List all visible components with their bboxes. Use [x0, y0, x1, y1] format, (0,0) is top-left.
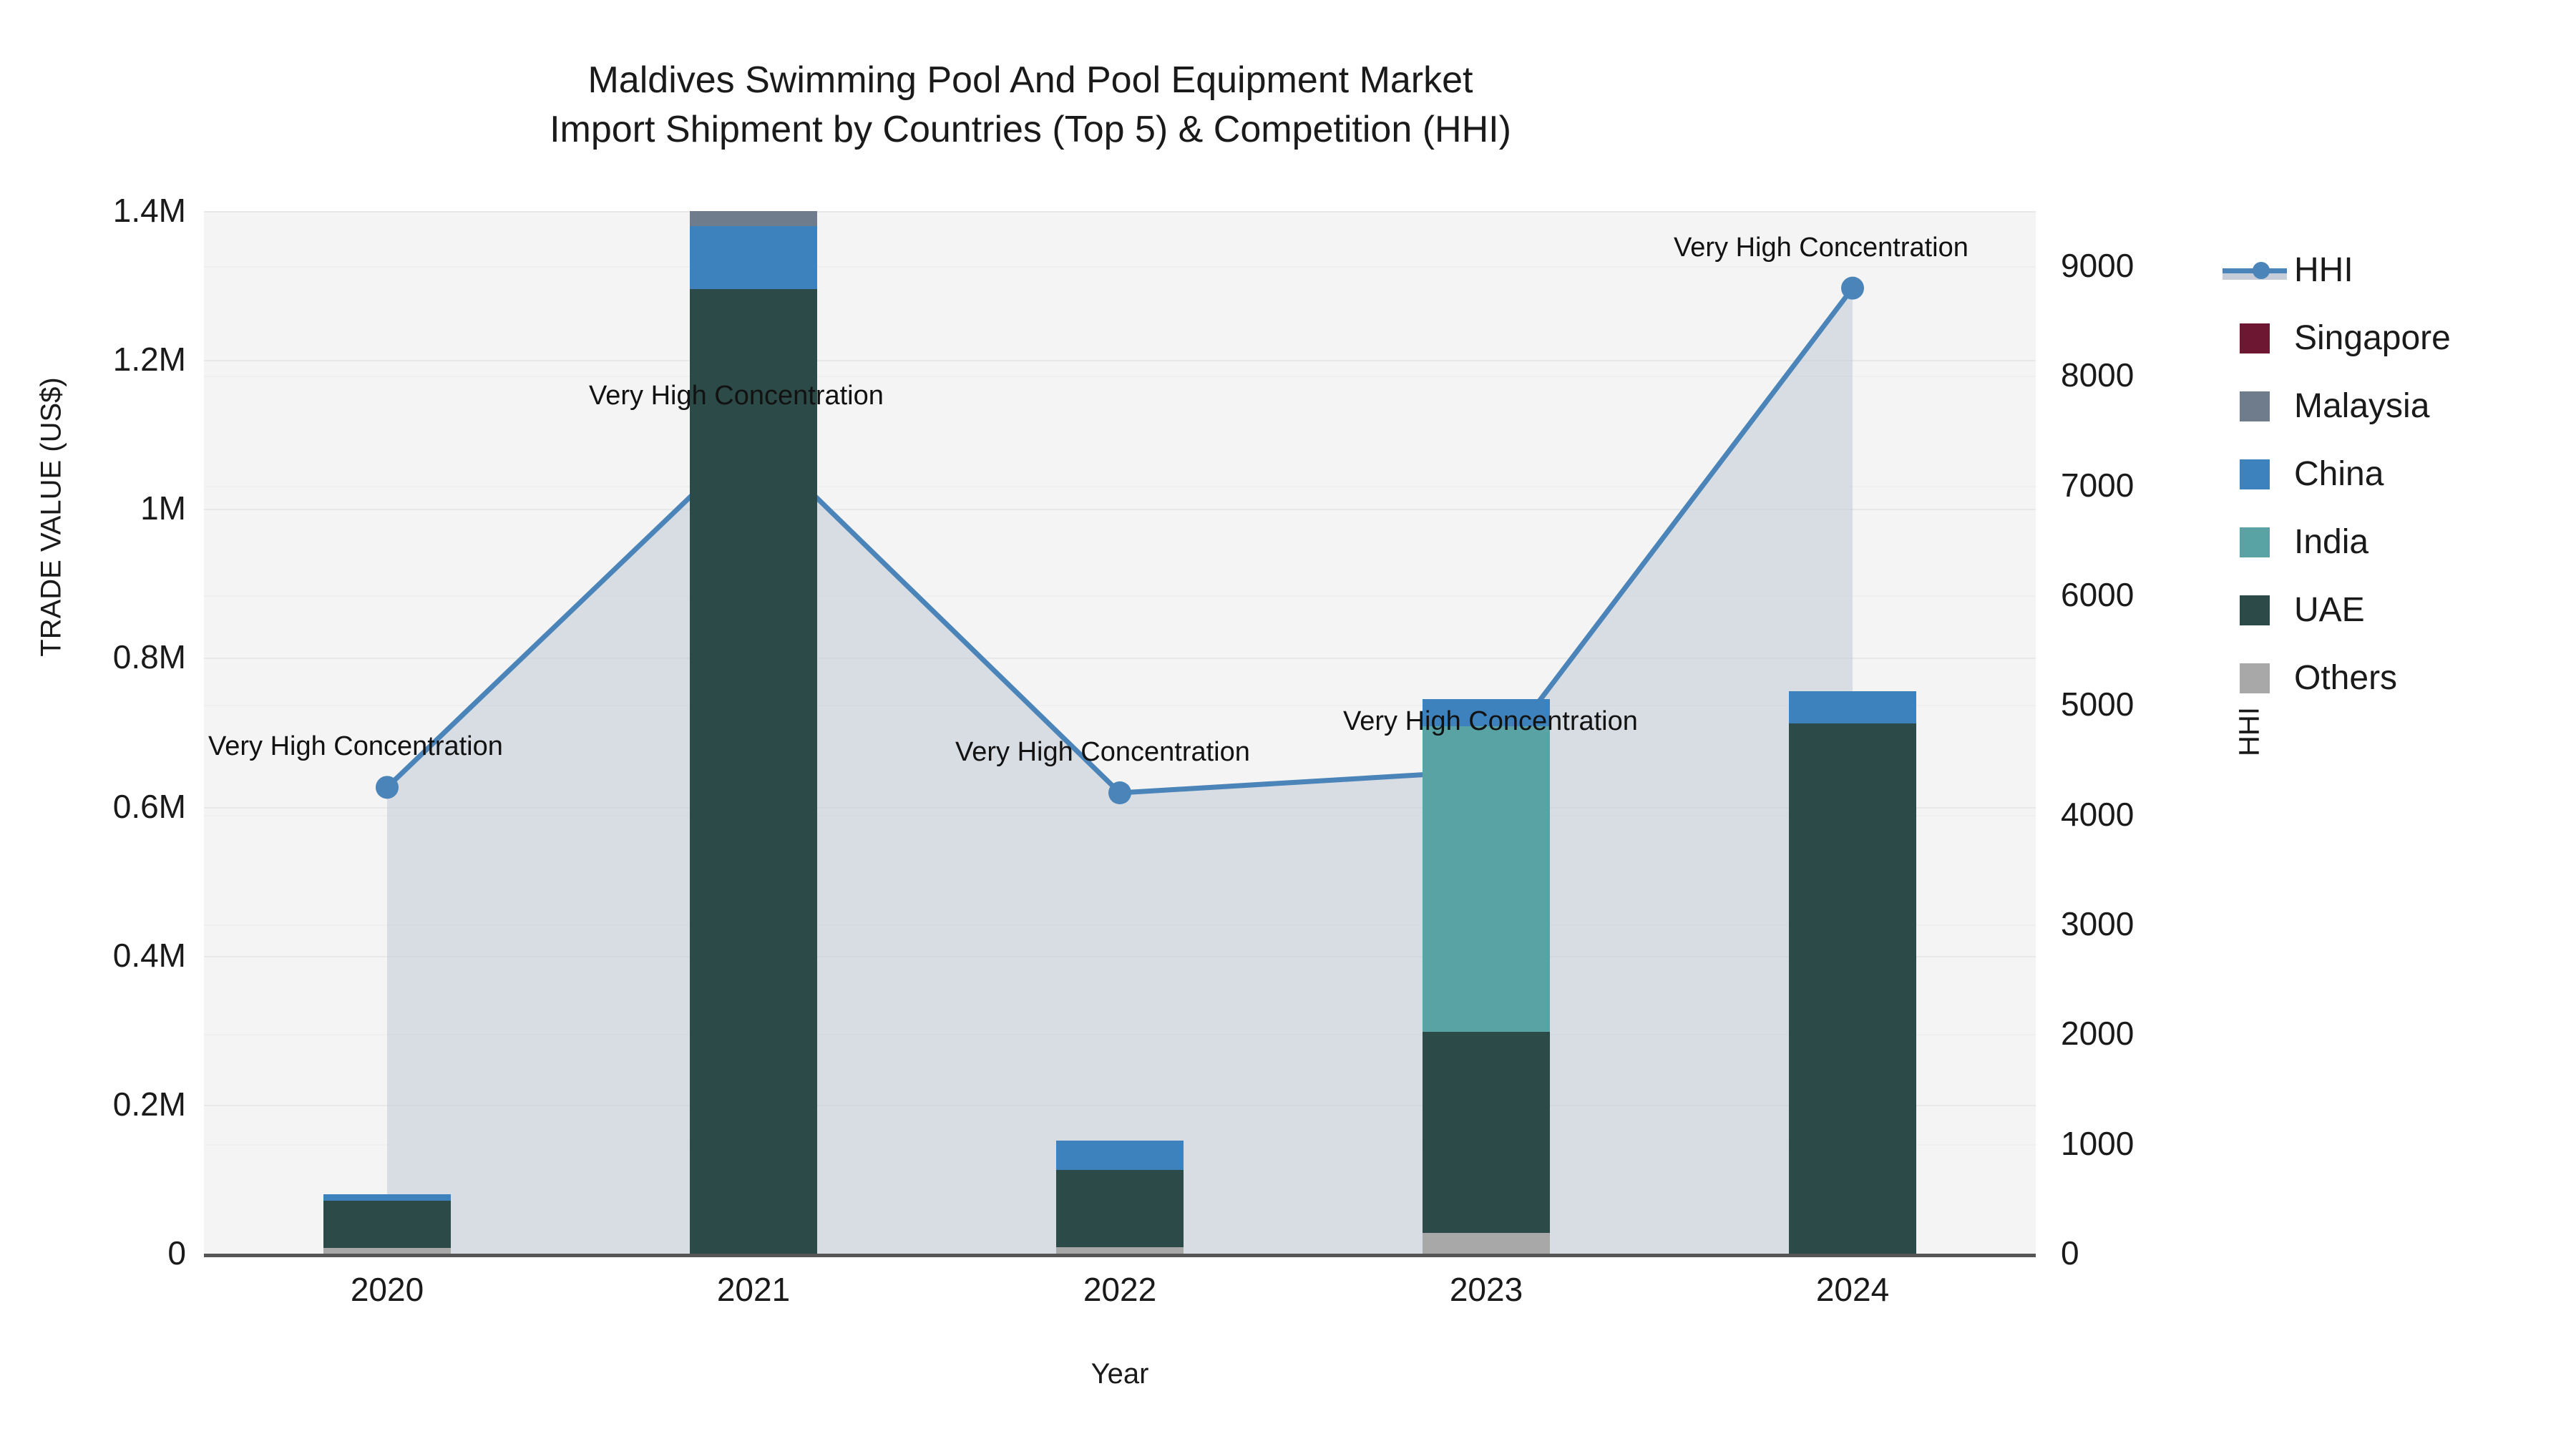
legend-swatch-china — [2240, 459, 2270, 489]
bar-segment-uae[interactable] — [323, 1201, 451, 1248]
legend-swatch-malaysia — [2240, 391, 2270, 421]
y-axis-right-tick-label: 0 — [2061, 1234, 2079, 1272]
gridline — [204, 376, 2036, 378]
bar-segment-china[interactable] — [1423, 698, 1550, 727]
x-axis-tick-label-2024: 2024 — [1815, 1271, 1890, 1308]
legend-item-uae[interactable]: UAE — [2240, 576, 2569, 644]
y-axis-right-tick-label: 5000 — [2061, 686, 2135, 723]
bar-segment-malaysia[interactable] — [690, 211, 817, 226]
legend-line-marker-icon — [2223, 255, 2287, 286]
y-axis-left-tick-label: 0 — [167, 1234, 186, 1272]
legend-label: Malaysia — [2294, 386, 2430, 425]
annotation-2021: Very High Concentration — [589, 380, 884, 411]
bar-column-2021[interactable] — [690, 211, 817, 1254]
annotation-2023: Very High Concentration — [1343, 706, 1638, 737]
y-axis-right-tick-label: 1000 — [2061, 1124, 2135, 1162]
chart-title-line1: Maldives Swimming Pool And Pool Equipmen… — [587, 59, 1473, 101]
gridline — [204, 595, 2036, 597]
hhi-point-2020[interactable] — [376, 776, 399, 799]
annotation-2024: Very High Concentration — [1674, 232, 1968, 263]
y-axis-right-tick-label: 2000 — [2061, 1015, 2135, 1053]
legend-label: UAE — [2294, 590, 2365, 629]
legend-item-singapore[interactable]: Singapore — [2240, 304, 2569, 372]
bar-segment-uae[interactable] — [1789, 723, 1916, 1254]
legend-label: Singapore — [2294, 318, 2451, 357]
bar-segment-china[interactable] — [690, 225, 817, 290]
x-axis-tick-label-2020: 2020 — [350, 1271, 424, 1308]
y-axis-left-tick-label: 0.8M — [112, 638, 186, 676]
y-axis-left-tick-label: 1.2M — [112, 341, 186, 379]
y-axis-right-tick-label: 9000 — [2061, 247, 2135, 284]
y-axis-right-tick-label: 6000 — [2061, 576, 2135, 613]
x-axis-title: Year — [1091, 1358, 1149, 1390]
legend-label: China — [2294, 454, 2384, 493]
x-axis-tick-label-2021: 2021 — [716, 1271, 791, 1308]
x-axis-tick-label-2022: 2022 — [1083, 1271, 1157, 1308]
legend-label: Others — [2294, 658, 2398, 697]
y-axis-left-tick-label: 0.4M — [112, 936, 186, 974]
legend-item-china[interactable]: China — [2240, 440, 2569, 508]
legend-label: India — [2294, 522, 2369, 561]
annotation-2022: Very High Concentration — [955, 737, 1250, 767]
legend-line-dot — [2253, 261, 2270, 279]
legend-swatch-others — [2240, 663, 2270, 693]
gridline — [204, 705, 2036, 707]
hhi-point-2024[interactable] — [1841, 276, 1864, 300]
y-axis-left-tick-label: 0.2M — [112, 1085, 186, 1123]
bar-segment-others[interactable] — [323, 1247, 451, 1254]
bar-column-2024[interactable] — [1789, 211, 1916, 1254]
legend-swatch-uae — [2240, 595, 2270, 625]
chart-title-line2: Import Shipment by Countries (Top 5) & C… — [550, 108, 1511, 150]
legend: HHI Singapore Malaysia China India UAE Others — [2223, 236, 2569, 712]
bar-segment-china[interactable] — [323, 1194, 451, 1201]
legend-swatch-india — [2240, 527, 2270, 557]
x-axis-line — [204, 1254, 2036, 1257]
bar-segment-uae[interactable] — [690, 289, 817, 1254]
legend-label: HHI — [2294, 250, 2353, 289]
annotation-2020: Very High Concentration — [208, 731, 503, 762]
legend-item-malaysia[interactable]: Malaysia — [2240, 372, 2569, 440]
x-axis-tick-label-2023: 2023 — [1449, 1271, 1523, 1308]
chart-title: Maldives Swimming Pool And Pool Equipmen… — [0, 56, 2061, 154]
legend-swatch-singapore — [2240, 323, 2270, 353]
gridline — [204, 485, 2036, 487]
bar-segment-uae[interactable] — [1423, 1031, 1550, 1233]
bar-column-2022[interactable] — [1056, 211, 1184, 1254]
bar-column-2023[interactable] — [1423, 211, 1550, 1254]
gridline — [204, 266, 2036, 268]
y-axis-right-tick-label: 4000 — [2061, 795, 2135, 833]
y-axis-right-tick-label: 3000 — [2061, 905, 2135, 942]
y-axis-left-tick-label: 0.6M — [112, 787, 186, 825]
bar-column-2020[interactable] — [323, 211, 451, 1254]
plot-area — [204, 211, 2036, 1254]
hhi-point-2022[interactable] — [1108, 781, 1131, 804]
gridline — [204, 509, 2036, 511]
legend-item-others[interactable]: Others — [2240, 644, 2569, 712]
bar-segment-china[interactable] — [1789, 691, 1916, 724]
gridline — [204, 658, 2036, 660]
bar-segment-others[interactable] — [1056, 1246, 1184, 1254]
bar-segment-china[interactable] — [1056, 1140, 1184, 1171]
bar-segment-others[interactable] — [1423, 1232, 1550, 1254]
bar-segment-uae[interactable] — [1056, 1170, 1184, 1247]
bar-segment-india[interactable] — [1423, 726, 1550, 1032]
legend-item-hhi[interactable]: HHI — [2223, 236, 2569, 304]
gridline — [204, 360, 2036, 362]
legend-item-india[interactable]: India — [2240, 508, 2569, 576]
y-axis-left-title: TRADE VALUE (US$) — [35, 377, 67, 657]
y-axis-right-tick-label: 7000 — [2061, 466, 2135, 504]
y-axis-right-tick-label: 8000 — [2061, 356, 2135, 394]
gridline — [204, 211, 2036, 213]
y-axis-left-tick-label: 1.4M — [112, 192, 186, 229]
y-axis-left-tick-label: 1M — [140, 489, 186, 527]
